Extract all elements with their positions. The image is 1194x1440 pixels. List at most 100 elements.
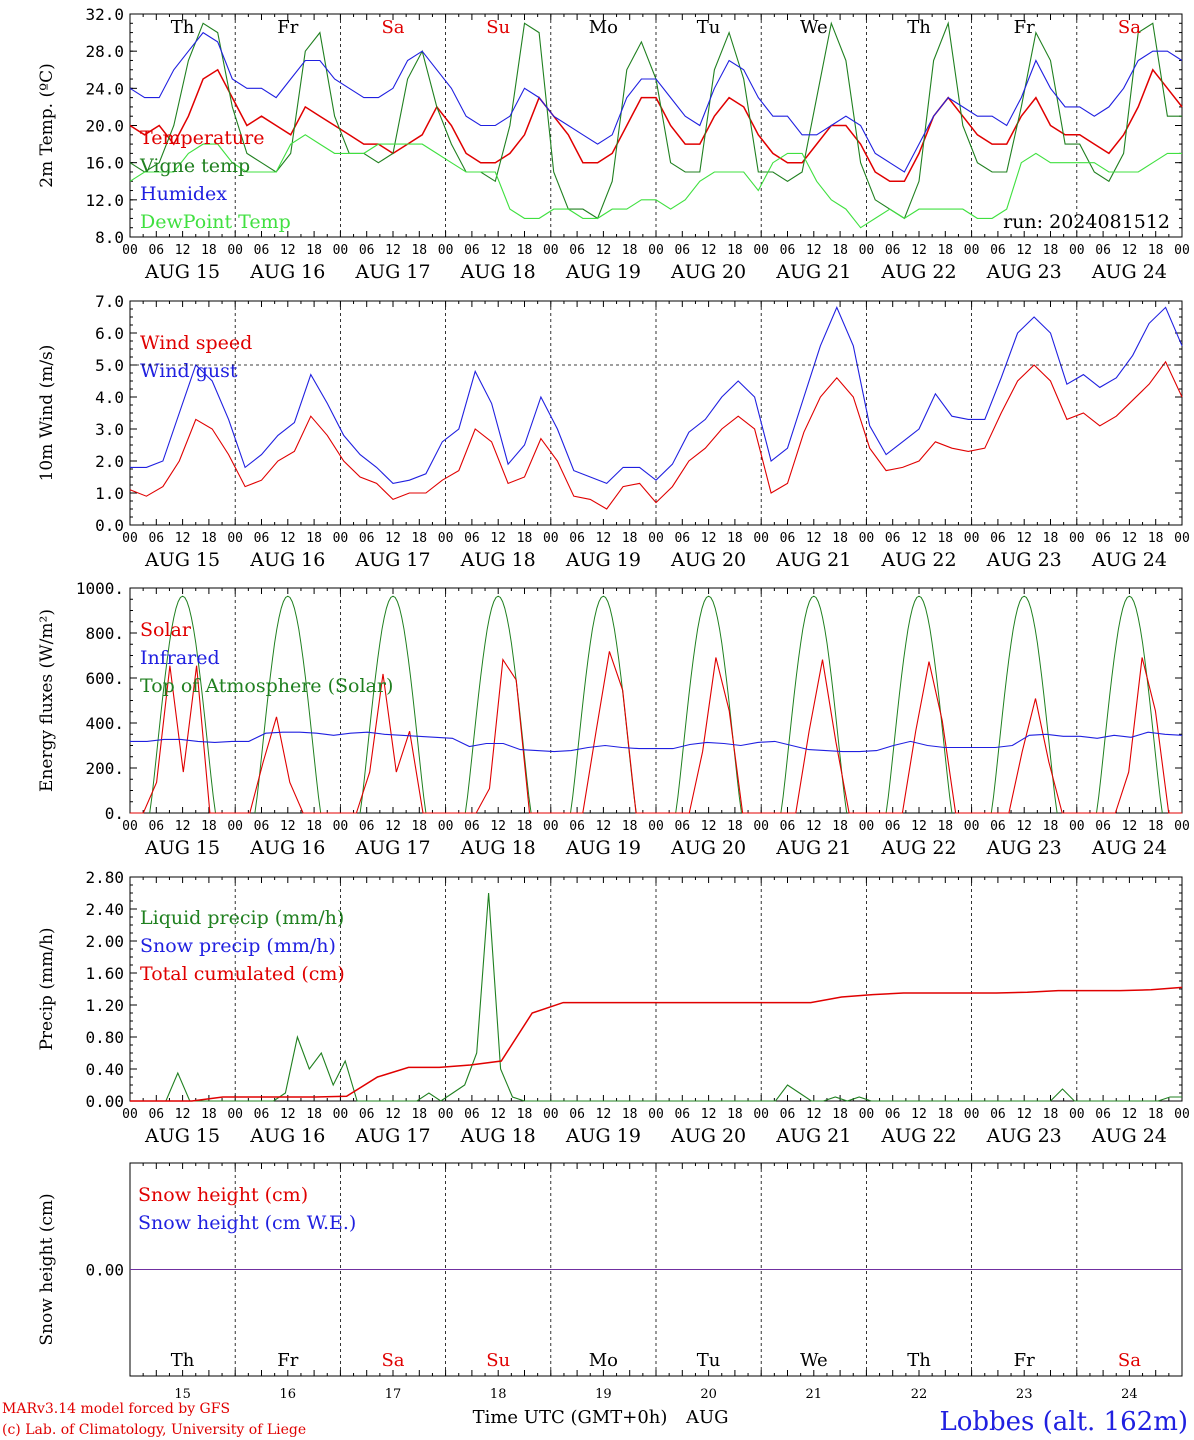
x-hour-label: 00 [227, 243, 243, 258]
x-hour-label: 00 [753, 1107, 769, 1122]
x-hour-label: 18 [727, 819, 743, 834]
credit-line-1: MARv3.14 model forced by GFS [2, 1401, 230, 1417]
x-hour-label: 12 [1122, 1107, 1138, 1122]
x-hour-label: 00 [333, 243, 349, 258]
x-hour-label: 06 [885, 531, 901, 546]
y-tick-label: 3.0 [95, 420, 124, 439]
x-hour-label: 00 [859, 819, 875, 834]
day-number-label: 19 [595, 1387, 612, 1402]
x-hour-label: 18 [201, 819, 217, 834]
x-date-label: AUG 23 [986, 1125, 1062, 1147]
y-tick-label: 1000. [76, 579, 124, 598]
x-hour-label: 18 [306, 243, 322, 258]
weekday-label-top: We [800, 17, 828, 38]
weekday-label-top: Su [486, 17, 510, 38]
x-hour-label: 12 [701, 819, 717, 834]
x-hour-label: 18 [411, 1107, 427, 1122]
legend-entry: Snow precip (mm/h) [140, 935, 336, 957]
weekday-label-bottom: We [800, 1350, 828, 1371]
x-hour-label: 18 [411, 531, 427, 546]
legend-entry: Total cumulated (cm) [140, 963, 345, 985]
x-hour-label: 12 [596, 243, 612, 258]
x-hour-label: 00 [964, 1107, 980, 1122]
x-hour-label: 18 [1148, 243, 1164, 258]
x-hour-label: 18 [306, 819, 322, 834]
x-hour-label: 18 [832, 531, 848, 546]
legend-entry: Liquid precip (mm/h) [140, 907, 344, 929]
x-hour-label: 00 [333, 1107, 349, 1122]
x-hour-label: 18 [517, 243, 533, 258]
weekday-label-top: Th [171, 17, 195, 38]
y-tick-label: 4.0 [95, 388, 124, 407]
x-hour-label: 00 [964, 531, 980, 546]
series-line-1 [130, 892, 1182, 1102]
x-hour-label: 00 [1174, 1107, 1190, 1122]
x-hour-label: 00 [543, 1107, 559, 1122]
x-hour-label: 18 [411, 243, 427, 258]
x-hour-label: 06 [359, 531, 375, 546]
x-hour-label: 18 [937, 243, 953, 258]
x-hour-label: 06 [359, 819, 375, 834]
legend-entry: Top of Atmosphere (Solar) [140, 675, 393, 697]
x-hour-label: 06 [569, 1107, 585, 1122]
x-date-label: AUG 16 [249, 549, 325, 571]
x-hour-label: 12 [701, 243, 717, 258]
x-hour-label: 06 [359, 1107, 375, 1122]
x-hour-label: 06 [148, 1107, 164, 1122]
x-hour-label: 18 [517, 819, 533, 834]
plot-frame [129, 300, 1183, 526]
x-hour-label: 12 [490, 531, 506, 546]
x-hour-label: 18 [937, 819, 953, 834]
x-hour-label: 12 [280, 243, 296, 258]
y-tick-label: 0.00 [85, 1261, 124, 1280]
x-hour-label: 00 [122, 1107, 138, 1122]
x-date-label: AUG 22 [880, 837, 956, 859]
x-hour-label: 06 [674, 243, 690, 258]
month-label: AUG [685, 1407, 729, 1428]
x-hour-label: 12 [385, 1107, 401, 1122]
x-date-label: AUG 18 [460, 1125, 536, 1147]
x-hour-label: 12 [596, 1107, 612, 1122]
x-hour-label: 00 [438, 1107, 454, 1122]
x-hour-label: 12 [911, 531, 927, 546]
x-date-label: AUG 19 [565, 1125, 641, 1147]
x-hour-label: 12 [280, 531, 296, 546]
y-tick-label: 400. [85, 714, 124, 733]
weekday-label-top: Fr [277, 17, 298, 38]
x-date-label: AUG 22 [880, 1125, 956, 1147]
x-hour-label: 00 [333, 819, 349, 834]
x-hour-label: 00 [1174, 531, 1190, 546]
y-tick-label: 20.0 [85, 117, 124, 136]
plot-frame [129, 587, 1183, 814]
y-tick-label: 32.0 [85, 5, 124, 24]
x-hour-label: 18 [1148, 1107, 1164, 1122]
x-hour-label: 12 [806, 531, 822, 546]
x-hour-label: 18 [1148, 531, 1164, 546]
legend-entry: Wind speed [140, 332, 252, 354]
weekday-label-top: Th [907, 17, 931, 38]
x-hour-label: 12 [701, 531, 717, 546]
weekday-label-top: Mo [589, 17, 618, 38]
weekday-label-bottom: Fr [1014, 1350, 1035, 1371]
x-hour-label: 12 [280, 819, 296, 834]
weekday-label-bottom: Tu [697, 1350, 721, 1371]
y-tick-label: 6.0 [95, 324, 124, 343]
weekday-label-top: Sa [1118, 17, 1141, 38]
x-hour-label: 18 [517, 1107, 533, 1122]
x-hour-label: 06 [464, 819, 480, 834]
x-hour-label: 18 [622, 819, 638, 834]
x-date-label: AUG 17 [354, 837, 430, 859]
x-date-label: AUG 15 [144, 549, 220, 571]
x-hour-label: 12 [385, 531, 401, 546]
x-date-label: AUG 24 [1091, 837, 1167, 859]
x-hour-label: 12 [1016, 1107, 1032, 1122]
y-tick-label: 2.00 [85, 932, 124, 951]
y-tick-label: 2.40 [85, 900, 124, 919]
x-hour-label: 06 [990, 819, 1006, 834]
y-axis-label: Precip (mm/h) [37, 927, 57, 1050]
x-hour-label: 12 [911, 819, 927, 834]
x-hour-label: 12 [1122, 243, 1138, 258]
x-hour-label: 00 [438, 819, 454, 834]
series-line-3 [130, 986, 1183, 1102]
